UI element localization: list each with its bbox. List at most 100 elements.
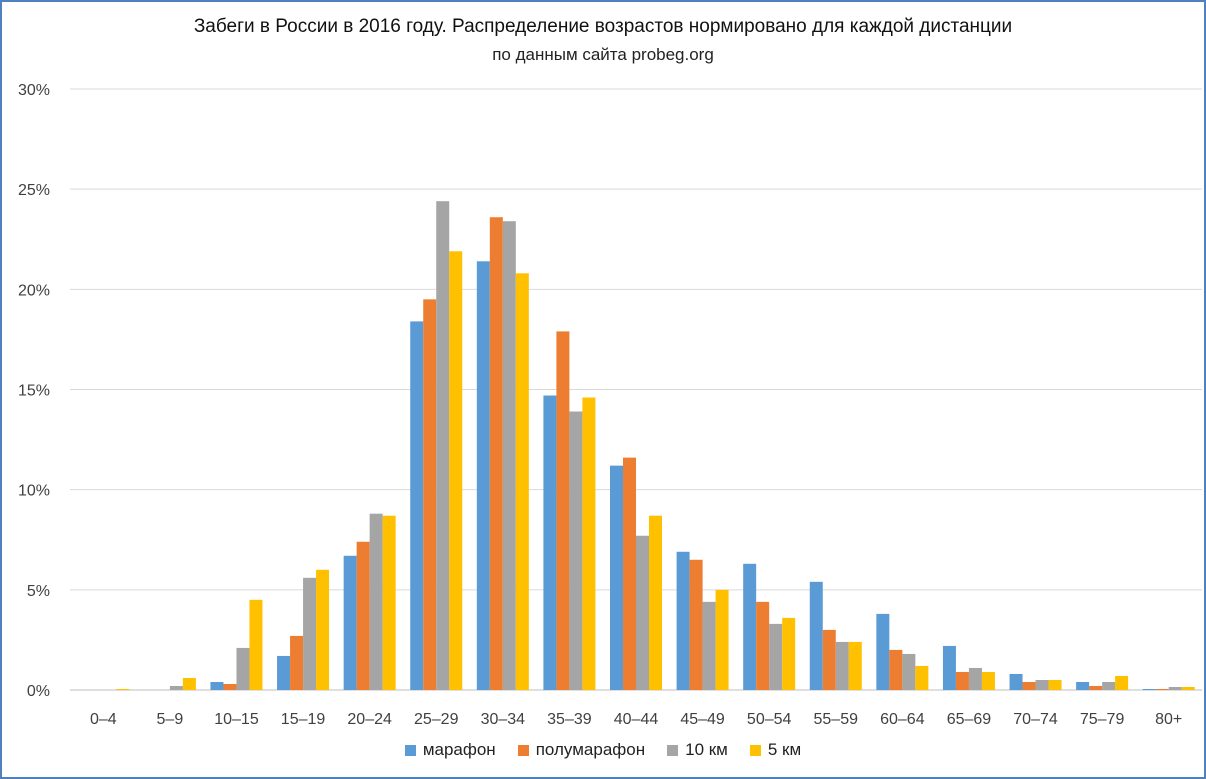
bar-30–34-марафон bbox=[476, 261, 490, 690]
bar-15–19-10 км bbox=[303, 577, 317, 690]
x-tick-label: 65–69 bbox=[947, 711, 992, 728]
bar-45–49-полумарафон bbox=[689, 559, 703, 690]
bar-65–69-5 км bbox=[981, 671, 995, 690]
bar-40–44-полумарафон bbox=[623, 457, 636, 690]
bar-75–79-марафон bbox=[1076, 681, 1090, 690]
bar-35–39-марафон bbox=[543, 395, 557, 690]
legend-item: полумарафон bbox=[517, 740, 646, 760]
bar-40–44-5 км bbox=[649, 515, 662, 690]
bar-60–64-5 км bbox=[915, 665, 929, 690]
legend-item: 5 км bbox=[749, 740, 802, 760]
bar-80+-5 км bbox=[1181, 686, 1195, 690]
bar-30–34-5 км bbox=[515, 273, 529, 690]
bar-25–29-10 км bbox=[436, 201, 450, 691]
bar-70–74-марафон bbox=[1009, 673, 1023, 690]
legend-label: марафон bbox=[422, 740, 496, 759]
bar-80+-10 км bbox=[1168, 686, 1182, 690]
x-tick-label: 30–34 bbox=[481, 711, 526, 728]
y-tick-label: 15% bbox=[18, 383, 50, 400]
x-tick-label: 80+ bbox=[1155, 711, 1182, 728]
bar-30–34-полумарафон bbox=[489, 217, 503, 691]
bar-25–29-марафон bbox=[410, 321, 424, 690]
bar-60–64-марафон bbox=[876, 613, 890, 690]
bar-15–19-полумарафон bbox=[290, 635, 304, 690]
bar-0–4-5 км bbox=[116, 688, 130, 690]
bar-45–49-5 км bbox=[715, 589, 729, 690]
legend-item: марафон bbox=[404, 740, 496, 760]
chart-subtitle: по данным сайта probeg.org bbox=[492, 45, 714, 64]
bar-60–64-полумарафон bbox=[889, 649, 903, 690]
y-tick-label: 20% bbox=[18, 282, 50, 299]
y-tick-label: 0% bbox=[27, 683, 50, 700]
bar-10–15-10 км bbox=[236, 647, 250, 690]
x-tick-label: 10–15 bbox=[214, 711, 259, 728]
bar-20–24-полумарафон bbox=[356, 541, 370, 690]
bar-40–44-10 км bbox=[636, 535, 649, 690]
bar-75–79-полумарафон bbox=[1089, 685, 1103, 690]
bar-50–54-полумарафон bbox=[756, 601, 770, 690]
bar-70–74-5 км bbox=[1048, 679, 1062, 690]
legend-swatch bbox=[517, 744, 529, 756]
bar-80+-марафон bbox=[1142, 688, 1156, 690]
chart-legend: марафон полумарафон 10 км 5 км bbox=[2, 740, 1204, 760]
bar-55–59-5 км bbox=[848, 641, 862, 690]
bar-35–39-5 км bbox=[582, 397, 596, 690]
x-tick-label: 15–19 bbox=[281, 711, 326, 728]
x-tick-label: 45–49 bbox=[680, 711, 725, 728]
chart-title: Забеги в России в 2016 году. Распределен… bbox=[193, 16, 1013, 37]
bar-20–24-марафон bbox=[343, 555, 357, 690]
bar-55–59-10 км bbox=[835, 641, 849, 690]
x-tick-label: 35–39 bbox=[547, 711, 592, 728]
bar-35–39-полумарафон bbox=[556, 331, 570, 690]
bar-25–29-полумарафон bbox=[423, 299, 437, 690]
bar-75–79-10 км bbox=[1102, 681, 1116, 690]
x-tick-label: 20–24 bbox=[347, 711, 392, 728]
bar-80+-полумарафон bbox=[1155, 688, 1169, 690]
bar-20–24-10 км bbox=[369, 513, 383, 690]
y-tick-label: 25% bbox=[18, 182, 50, 199]
bar-65–69-полумарафон bbox=[955, 671, 969, 690]
bar-60–64-10 км bbox=[902, 653, 916, 690]
x-tick-label: 70–74 bbox=[1013, 711, 1058, 728]
bar-50–54-5 км bbox=[782, 617, 796, 690]
bar-55–59-полумарафон bbox=[822, 629, 836, 690]
bar-20–24-5 км bbox=[382, 515, 396, 690]
bar-45–49-марафон bbox=[676, 551, 690, 690]
x-tick-label: 50–54 bbox=[747, 711, 792, 728]
bar-10–15-марафон bbox=[210, 681, 224, 690]
x-tick-label: 25–29 bbox=[414, 711, 459, 728]
x-tick-label: 0–4 bbox=[90, 711, 117, 728]
bar-5–9-10 км bbox=[169, 685, 183, 690]
bar-65–69-10 км bbox=[968, 667, 982, 690]
legend-swatch bbox=[667, 744, 679, 756]
bar-15–19-марафон bbox=[277, 655, 291, 690]
bar-45–49-10 км bbox=[702, 601, 716, 690]
legend-label: 10 км bbox=[685, 740, 728, 759]
legend-swatch bbox=[404, 744, 416, 756]
bar-50–54-марафон bbox=[743, 563, 757, 690]
x-tick-label: 60–64 bbox=[880, 711, 925, 728]
legend-label: 5 км bbox=[767, 740, 802, 759]
bar-75–79-5 км bbox=[1115, 675, 1129, 690]
bar-10–15-полумарафон bbox=[223, 683, 237, 690]
x-tick-label: 55–59 bbox=[814, 711, 859, 728]
y-tick-label: 5% bbox=[27, 583, 50, 600]
legend-label: полумарафон bbox=[535, 740, 646, 759]
bar-50–54-10 км bbox=[769, 623, 783, 690]
bar-25–29-5 км bbox=[449, 251, 463, 690]
bar-10–15-5 км bbox=[249, 599, 263, 690]
x-tick-label: 75–79 bbox=[1080, 711, 1125, 728]
bar-70–74-полумарафон bbox=[1022, 681, 1036, 690]
legend-swatch bbox=[749, 744, 761, 756]
bar-40–44-марафон bbox=[610, 465, 623, 690]
bar-5–9-5 км bbox=[182, 677, 196, 690]
y-tick-label: 30% bbox=[18, 82, 50, 99]
bar-35–39-10 км bbox=[569, 411, 583, 690]
y-tick-label: 10% bbox=[18, 483, 50, 500]
bar-55–59-марафон bbox=[809, 581, 823, 690]
bar-30–34-10 км bbox=[502, 221, 516, 690]
x-tick-label: 40–44 bbox=[614, 711, 659, 728]
bar-65–69-марафон bbox=[942, 645, 956, 690]
